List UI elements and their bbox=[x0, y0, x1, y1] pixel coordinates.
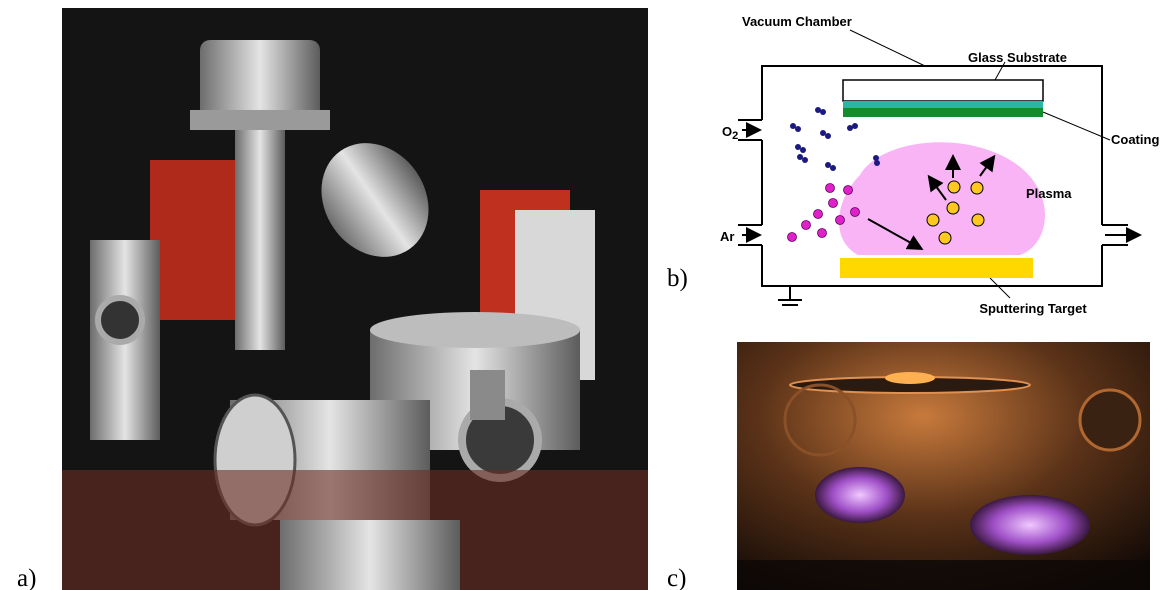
panel-label: c) bbox=[667, 565, 686, 590]
figure: a) Vacuum C bbox=[0, 0, 1174, 590]
leader bbox=[850, 30, 925, 66]
ground bbox=[778, 286, 802, 305]
panel-label: b) bbox=[667, 265, 688, 292]
leader bbox=[1043, 112, 1110, 140]
coating-layer bbox=[843, 101, 1043, 108]
leader bbox=[990, 278, 1010, 298]
glass-substrate bbox=[843, 80, 1043, 101]
diagram-label: Sputtering Target bbox=[979, 301, 1087, 316]
diagram-label: Vacuum Chamber bbox=[742, 14, 852, 29]
sputtering-target bbox=[840, 258, 1033, 278]
diagram-label: Coating bbox=[1111, 132, 1159, 147]
diagram-label: Ar bbox=[720, 229, 734, 244]
formula: O bbox=[722, 124, 732, 139]
diagram-label: O2 bbox=[722, 124, 738, 142]
photo-a bbox=[62, 8, 648, 590]
diagram-label: Glass Substrate bbox=[968, 50, 1067, 65]
subscript: 2 bbox=[732, 130, 738, 142]
panel-label: a) bbox=[17, 565, 36, 590]
diagram-label: Plasma bbox=[1026, 186, 1072, 201]
coating-layer bbox=[843, 108, 1043, 117]
photo-c bbox=[737, 342, 1150, 590]
